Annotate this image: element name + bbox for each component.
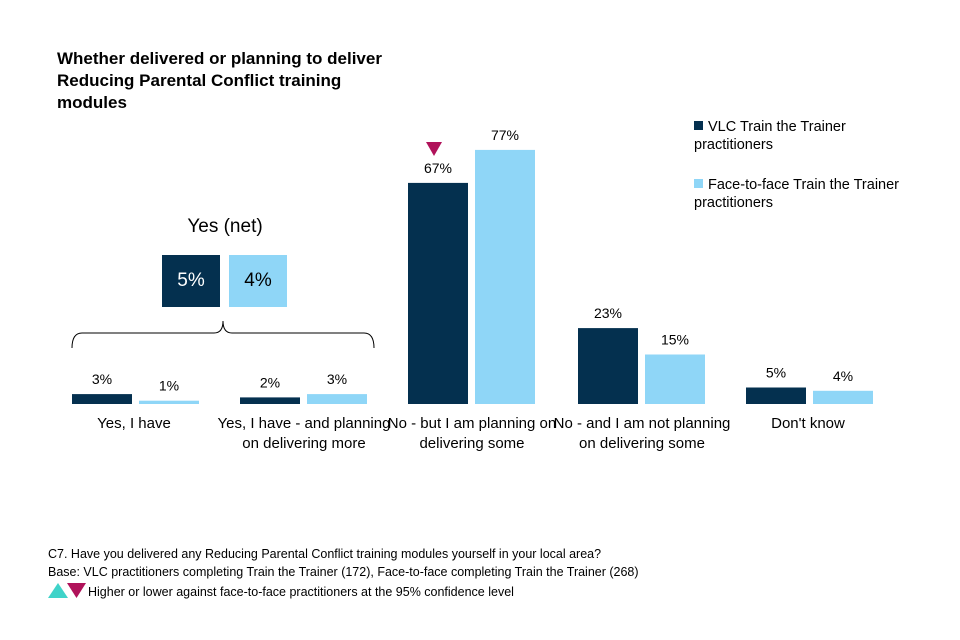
footnote-significance-row: Higher or lower against face-to-face pra… (48, 583, 514, 600)
legend-item-series2: Face-to-face Train the Trainer practitio… (694, 176, 914, 212)
category-label-4: No - and I am not planning on delivering… (553, 415, 731, 452)
category-label-5: Don't know (771, 415, 845, 432)
bars-layer: 3% 2% 67% 23% 5% 1% 3% 77% 15% 4% (72, 127, 873, 404)
legend-label-series1: VLC Train the Trainer practitioners (694, 119, 846, 153)
net-title: Yes (net) (187, 216, 263, 237)
category-label-3: No - but I am planning on delivering som… (387, 415, 557, 452)
net-value-series2: 4% (229, 255, 287, 307)
data-label-series2-cat3: 77% (491, 127, 519, 143)
data-label-series2-cat5: 4% (833, 368, 853, 384)
bar-series1-cat2 (240, 397, 300, 404)
data-label-series2-cat2: 3% (327, 371, 347, 387)
legend-swatch-series1 (694, 121, 703, 130)
data-label-series1-cat4: 23% (594, 305, 622, 321)
data-label-series1-cat1: 3% (92, 371, 112, 387)
data-label-series1-cat3: 67% (424, 160, 452, 176)
footnote-question: C7. Have you delivered any Reducing Pare… (48, 547, 602, 561)
data-label-series2-cat4: 15% (661, 332, 689, 348)
legend-swatch-series2 (694, 179, 703, 188)
footnote-base: Base: VLC practitioners completing Train… (48, 565, 639, 579)
category-label-1: Yes, I have (97, 415, 171, 432)
data-label-series2-cat1: 1% (159, 378, 179, 394)
bar-series1-cat4 (578, 328, 638, 404)
bar-series1-cat3 (408, 182, 468, 404)
bar-series2-cat2 (307, 394, 367, 404)
chart-title: Whether delivered or planning to deliver… (57, 49, 382, 112)
data-label-series1-cat5: 5% (766, 365, 786, 381)
category-label-2: Yes, I have - and planning on delivering… (217, 415, 391, 452)
down-triangle-icon (67, 583, 86, 598)
bar-series2-cat3 (475, 149, 535, 404)
net-bracket (71, 320, 375, 349)
data-label-series1-cat2: 2% (260, 374, 280, 390)
bar-series2-cat1 (139, 400, 199, 404)
legend-label-series2: Face-to-face Train the Trainer practitio… (694, 177, 899, 211)
significance-lower-marker-67 (426, 142, 442, 156)
bar-series2-cat4 (645, 354, 705, 404)
bar-series2-cat5 (813, 390, 873, 404)
footnote-significance: Higher or lower against face-to-face pra… (88, 585, 514, 599)
legend-item-series1: VLC Train the Trainer practitioners (694, 118, 914, 154)
bar-series1-cat5 (746, 387, 806, 404)
bar-series1-cat1 (72, 394, 132, 404)
net-value-series1: 5% (162, 255, 220, 307)
up-triangle-icon (48, 583, 68, 598)
significance-legend-icons (48, 583, 86, 598)
